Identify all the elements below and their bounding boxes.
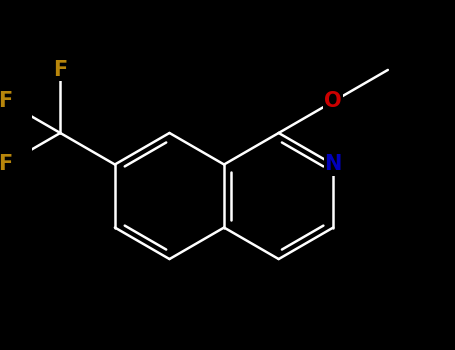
Text: F: F [0, 154, 13, 175]
Text: F: F [53, 60, 67, 80]
Text: N: N [324, 154, 342, 175]
Text: F: F [0, 91, 13, 111]
Text: O: O [324, 91, 342, 111]
